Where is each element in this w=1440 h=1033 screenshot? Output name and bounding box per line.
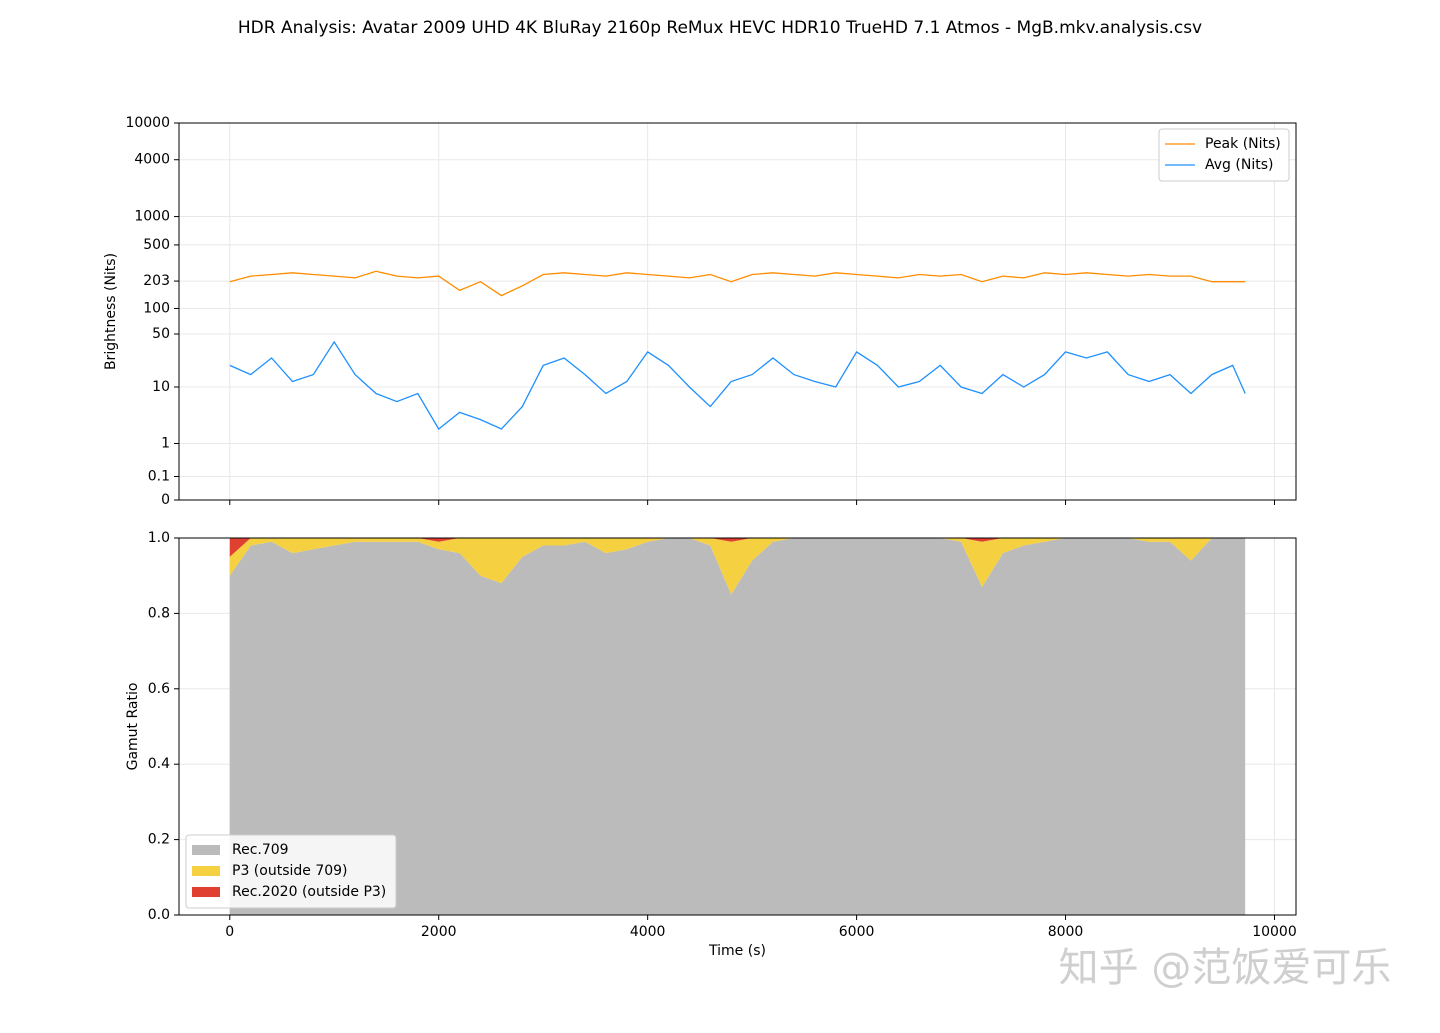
y-tick-label: 50 — [152, 326, 170, 342]
y-tick-label: 4000 — [134, 152, 170, 168]
y-tick-label: 100 — [143, 300, 170, 316]
x-tick-label: 6000 — [839, 924, 875, 940]
legend-label: Rec.2020 (outside P3) — [232, 884, 386, 900]
y-tick-label: 1000 — [134, 209, 170, 225]
legend-swatch — [192, 887, 220, 897]
y-tick-label: 0.2 — [148, 832, 170, 848]
legend-swatch — [192, 845, 220, 855]
legend-label: Avg (Nits) — [1205, 157, 1273, 173]
line-series — [229, 270, 1246, 297]
legend-box — [1158, 128, 1290, 182]
x-tick-label: 2000 — [421, 924, 457, 940]
x-tick-label: 10000 — [1252, 924, 1297, 940]
y-tick-label: 0.1 — [148, 468, 170, 484]
axes-frame — [178, 122, 1297, 501]
area-series — [229, 538, 1246, 595]
figure-title: HDR Analysis: Avatar 2009 UHD 4K BluRay … — [238, 18, 1202, 38]
y-tick-label: 0 — [161, 492, 170, 508]
y-axis-label: Gamut Ratio — [125, 683, 141, 771]
y-tick-label: 0.8 — [148, 605, 170, 621]
legend-swatch — [192, 866, 220, 876]
y-tick-label: 0.4 — [148, 756, 170, 772]
x-tick-label: 0 — [225, 924, 234, 940]
legend-box — [185, 834, 397, 909]
legend-label: Rec.709 — [232, 842, 289, 858]
y-axis-label: Brightness (Nits) — [103, 253, 119, 370]
y-tick-label: 1 — [161, 435, 170, 451]
y-tick-label: 203 — [143, 273, 170, 289]
area-series — [229, 538, 1246, 915]
line-series — [229, 340, 1246, 430]
watermark: 知乎 @范饭爱可乐 — [1059, 945, 1392, 991]
x-axis-label: Time (s) — [708, 943, 766, 959]
x-tick-label: 4000 — [630, 924, 666, 940]
y-tick-label: 1.0 — [148, 530, 170, 546]
y-tick-label: 0.0 — [148, 907, 170, 923]
axes-frame — [178, 537, 1297, 916]
x-tick-label: 8000 — [1048, 924, 1084, 940]
y-tick-label: 10 — [152, 379, 170, 395]
legend-label: Peak (Nits) — [1205, 136, 1281, 152]
legend-label: P3 (outside 709) — [232, 863, 348, 879]
y-tick-label: 500 — [143, 237, 170, 253]
y-tick-label: 0.6 — [148, 681, 170, 697]
y-tick-label: 10000 — [125, 115, 170, 131]
